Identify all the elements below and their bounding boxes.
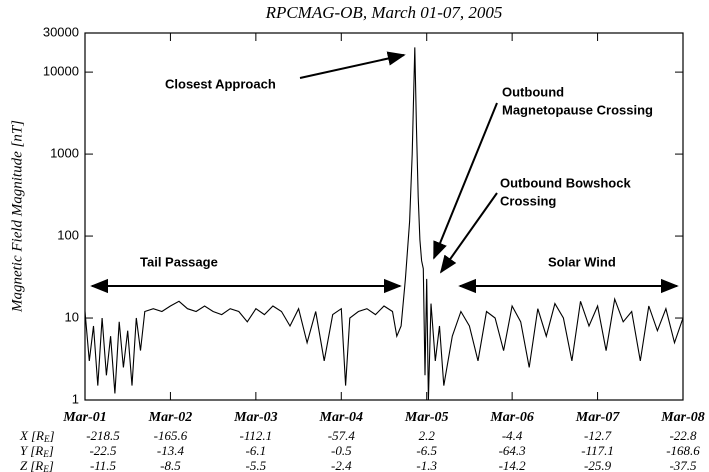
orbit-value: -22.5	[89, 443, 117, 458]
orbit-value: -165.6	[154, 428, 188, 443]
x-tick-label: Mar-02	[148, 410, 193, 425]
y-tick-label: 1	[72, 391, 79, 406]
unit: R	[34, 443, 43, 458]
y-tick-label: 10000	[43, 64, 79, 79]
orbit-value: -112.1	[240, 428, 273, 443]
y-tick-label: 1000	[50, 146, 79, 161]
orbit-value: -1.3	[416, 458, 437, 472]
bracket: ]	[48, 443, 54, 458]
data-line	[84, 47, 684, 401]
x-tick-label: Mar-06	[489, 410, 534, 425]
x-tick-label: Mar-08	[660, 410, 705, 425]
magnetopause-arrow	[433, 102, 498, 260]
annotation: Outbound	[502, 84, 564, 99]
axis-name: Y	[20, 443, 29, 458]
orbit-value: -0.5	[331, 443, 352, 458]
x-tick-label: Mar-05	[404, 410, 449, 425]
orbit-value: -8.5	[160, 458, 181, 472]
orbit-value: -57.4	[328, 428, 356, 443]
unit: R	[34, 458, 43, 472]
y-axis-label: Magnetic Field Magnitude [nT]	[9, 120, 25, 313]
orbit-value: 2.2	[419, 428, 436, 443]
orbit-value: -218.5	[86, 428, 120, 443]
unit-sub: E	[43, 434, 50, 444]
orbit-value: -13.4	[157, 443, 185, 458]
orbit-row-label: Y [RE]	[20, 443, 54, 459]
closest-arrow	[299, 51, 406, 79]
x-tick-label: Mar-03	[233, 410, 278, 425]
axis-name: Z	[20, 458, 28, 472]
bracket: [	[31, 428, 37, 443]
orbit-value: -22.8	[669, 428, 697, 443]
bracket: ]	[48, 458, 54, 472]
x-tick-label: Mar-01	[62, 410, 107, 425]
orbit-row-label: Z [RE]	[20, 458, 54, 472]
orbit-value: -5.5	[246, 458, 267, 472]
orbit-value: -64.3	[499, 443, 527, 458]
y-tick-label: 30000	[43, 24, 79, 39]
orbit-value: -6.1	[246, 443, 267, 458]
orbit-value: -6.5	[416, 443, 437, 458]
annotation: Closest Approach	[165, 76, 276, 91]
x-tick-label: Mar-04	[319, 410, 364, 425]
annotation: Crossing	[500, 193, 556, 208]
x-tick-label: Mar-07	[575, 410, 621, 425]
annotation: Solar Wind	[548, 254, 616, 269]
orbit-value: -4.4	[502, 428, 523, 443]
orbit-value: -37.5	[669, 458, 697, 472]
orbit-value: -2.4	[331, 458, 352, 472]
orbit-row-label: X [RE]	[19, 428, 55, 444]
unit-sub: E	[42, 449, 49, 459]
chart-title: RPCMAG-OB, March 01-07, 2005	[265, 3, 503, 22]
annotation: Outbound Bowshock	[500, 175, 631, 190]
bracket: [	[30, 443, 36, 458]
y-tick-label: 10	[65, 309, 79, 324]
unit: R	[35, 428, 44, 443]
bowshock-arrow	[439, 192, 498, 274]
bracket: [	[30, 458, 36, 472]
orbit-value: -25.9	[584, 458, 612, 472]
orbit-value: -168.6	[666, 443, 700, 458]
orbit-value: -14.2	[499, 458, 527, 472]
y-tick-label: 100	[57, 227, 79, 242]
annotation: Magnetopause Crossing	[502, 102, 653, 117]
unit-sub: E	[42, 464, 49, 472]
annotation: Tail Passage	[140, 254, 218, 269]
bracket: ]	[48, 428, 54, 443]
orbit-value: -117.1	[581, 443, 614, 458]
orbit-value: -12.7	[584, 428, 612, 443]
axis-name: X	[19, 428, 29, 443]
orbit-value: -11.5	[90, 458, 117, 472]
plot-frame	[84, 32, 684, 401]
